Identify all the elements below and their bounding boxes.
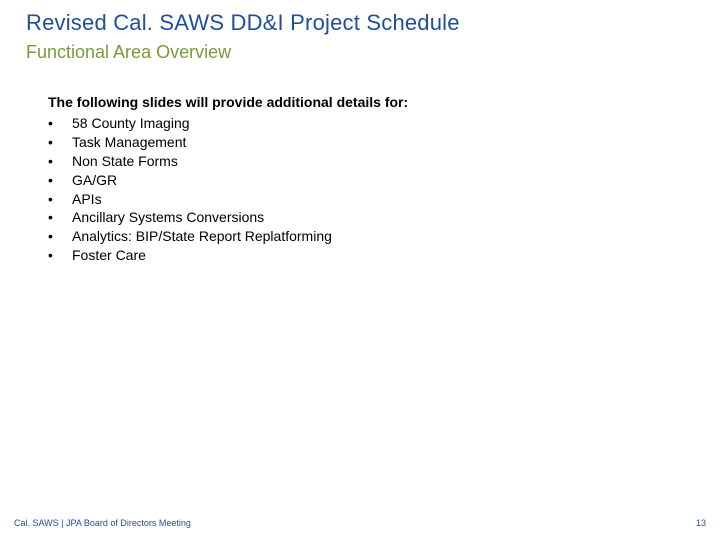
list-item: • Foster Care	[48, 246, 332, 265]
bullet-icon: •	[48, 246, 72, 265]
list-item: • 58 County Imaging	[48, 114, 332, 133]
slide-title: Revised Cal. SAWS DD&I Project Schedule	[26, 10, 460, 36]
slide: Revised Cal. SAWS DD&I Project Schedule …	[0, 0, 720, 540]
list-item: • Analytics: BIP/State Report Replatform…	[48, 227, 332, 246]
bullet-icon: •	[48, 133, 72, 152]
list-item: • Non State Forms	[48, 152, 332, 171]
list-item-label: Task Management	[72, 133, 186, 152]
list-item-label: Non State Forms	[72, 152, 178, 171]
bullet-list: • 58 County Imaging • Task Management • …	[48, 114, 332, 265]
bullet-icon: •	[48, 227, 72, 246]
list-item-label: Ancillary Systems Conversions	[72, 208, 264, 227]
bullet-icon: •	[48, 208, 72, 227]
list-item: • GA/GR	[48, 171, 332, 190]
lead-text: The following slides will provide additi…	[48, 94, 408, 110]
slide-subtitle: Functional Area Overview	[26, 42, 231, 63]
list-item-label: Analytics: BIP/State Report Replatformin…	[72, 227, 332, 246]
bullet-icon: •	[48, 171, 72, 190]
page-number: 13	[696, 518, 706, 528]
bullet-icon: •	[48, 190, 72, 209]
bullet-icon: •	[48, 152, 72, 171]
list-item-label: APIs	[72, 190, 102, 209]
list-item: • APIs	[48, 190, 332, 209]
list-item-label: 58 County Imaging	[72, 114, 190, 133]
list-item: • Ancillary Systems Conversions	[48, 208, 332, 227]
footer-left-text: Cal. SAWS | JPA Board of Directors Meeti…	[14, 518, 191, 528]
bullet-icon: •	[48, 114, 72, 133]
list-item-label: GA/GR	[72, 171, 117, 190]
list-item: • Task Management	[48, 133, 332, 152]
footer: Cal. SAWS | JPA Board of Directors Meeti…	[0, 512, 720, 540]
list-item-label: Foster Care	[72, 246, 146, 265]
